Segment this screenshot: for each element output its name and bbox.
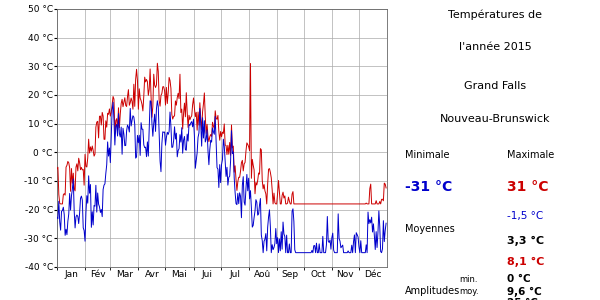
Text: 31 °C: 31 °C	[507, 180, 548, 194]
Text: min.: min.	[459, 274, 478, 284]
Text: Températures de: Températures de	[448, 9, 542, 20]
Text: Amplitudes: Amplitudes	[405, 286, 460, 296]
Text: moy.: moy.	[459, 286, 479, 296]
Text: Moyennes: Moyennes	[405, 224, 455, 233]
Text: Maximale: Maximale	[507, 150, 554, 160]
Text: Grand Falls: Grand Falls	[464, 81, 526, 91]
Text: max.: max.	[459, 298, 480, 300]
Text: Nouveau-Brunswick: Nouveau-Brunswick	[440, 114, 550, 124]
Text: 9,6 °C: 9,6 °C	[507, 286, 542, 297]
Text: 8,1 °C: 8,1 °C	[507, 256, 544, 267]
Text: l'année 2015: l'année 2015	[458, 42, 532, 52]
Text: Minimale: Minimale	[405, 150, 449, 160]
Text: 25 °C: 25 °C	[507, 298, 538, 300]
Text: 0 °C: 0 °C	[507, 274, 530, 284]
Text: 3,3 °C: 3,3 °C	[507, 236, 544, 246]
Text: -1,5 °C: -1,5 °C	[507, 212, 543, 221]
Text: -31 °C: -31 °C	[405, 180, 452, 194]
